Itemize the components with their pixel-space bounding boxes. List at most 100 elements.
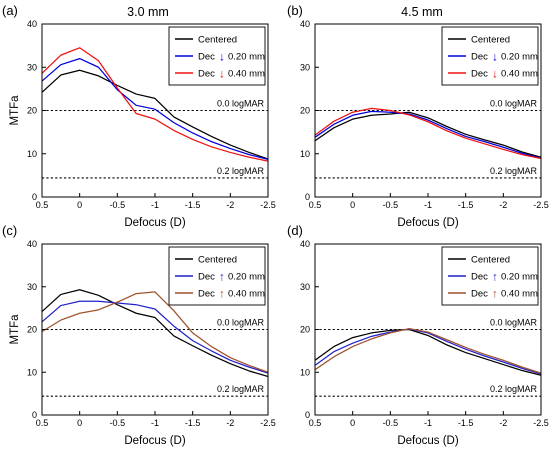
arrow-up-icon: ↑	[492, 270, 498, 284]
y-tick-label: 0	[305, 192, 310, 202]
x-tick-label: -1.5	[185, 200, 201, 210]
legend-entry-label: Dec	[471, 289, 488, 300]
x-tick-label: 0.5	[36, 418, 49, 428]
y-tick-label: 30	[27, 282, 37, 292]
x-tick-label: -1.5	[458, 418, 474, 428]
x-tick-label: -0.5	[383, 418, 399, 428]
y-tick-label: 0	[32, 192, 37, 202]
x-axis-title: Defocus (D)	[124, 217, 186, 229]
x-tick-label: -1	[151, 418, 159, 428]
x-tick-label: 0	[77, 200, 82, 210]
reference-line-label: 0.0 logMAR	[490, 318, 538, 328]
x-tick-label: 0.5	[36, 200, 49, 210]
legend-entry-value: 0.20 mm	[501, 52, 538, 63]
legend-entry-label: Dec	[198, 52, 215, 63]
panel-b: (b) 4.5 mm 0.0 logMAR 0.2 logMAR 0.5 0 -0.5 -1 -…	[287, 3, 549, 229]
x-tick-label: -2	[226, 200, 234, 210]
panel-title: 4.5 mm	[401, 5, 443, 19]
x-tick-label: -2.5	[260, 200, 276, 210]
series-line-dec-040	[314, 328, 542, 374]
reference-line-label: 0.0 logMAR	[490, 99, 538, 109]
y-axis-title: MTFa	[9, 314, 21, 345]
legend-entry-label: Dec	[471, 272, 488, 283]
x-tick-label: -0.5	[110, 418, 126, 428]
reference-line-label: 0.2 logMAR	[490, 166, 538, 176]
series-line-dec-020	[314, 110, 542, 159]
x-tick-label: -2	[499, 200, 507, 210]
reference-line-label: 0.0 logMAR	[217, 99, 265, 109]
series-line-centered	[41, 69, 269, 160]
x-tick-label: -2	[226, 418, 234, 428]
x-tick-label: -2.5	[260, 418, 276, 428]
x-tick-label: -0.5	[110, 200, 126, 210]
panel-label: (d)	[287, 223, 303, 238]
legend: Centered Dec ↑ 0.20 mm Dec ↑ 0.40 mm	[168, 246, 266, 306]
legend-entry-label: Centered	[198, 35, 237, 46]
x-tick-label: 0.5	[309, 200, 322, 210]
x-tick-label: -2	[499, 418, 507, 428]
legend-entry-value: 0.40 mm	[501, 289, 538, 300]
x-tick-label: 0	[350, 418, 355, 428]
legend-entry-value: 0.40 mm	[228, 69, 265, 80]
y-tick-label: 20	[27, 106, 37, 116]
x-tick-label: -1	[424, 418, 432, 428]
reference-line-label: 0.2 logMAR	[217, 384, 265, 394]
legend-entry-label: Dec	[198, 272, 215, 283]
series-line-dec-040	[41, 291, 269, 373]
x-tick-label: -1.5	[185, 418, 201, 428]
x-tick-label: -1	[151, 200, 159, 210]
y-tick-label: 30	[300, 62, 310, 72]
legend-entry-label: Centered	[198, 255, 237, 266]
series-line-dec-040	[314, 107, 542, 160]
x-axis-title: Defocus (D)	[397, 217, 459, 229]
reference-line-label: 0.0 logMAR	[217, 318, 265, 328]
series-line-dec-020	[314, 328, 542, 375]
y-tick-label: 0	[32, 410, 37, 420]
y-tick-label: 10	[27, 367, 37, 377]
legend-entry-value: 0.40 mm	[228, 289, 265, 300]
panel-label: (b)	[287, 3, 303, 18]
legend-entry-label: Dec	[198, 69, 215, 80]
y-tick-label: 20	[300, 106, 310, 116]
legend-entry-label: Dec	[198, 289, 215, 300]
arrow-down-icon: ↓	[492, 50, 498, 64]
x-tick-label: -2.5	[533, 418, 549, 428]
y-tick-label: 20	[27, 325, 37, 335]
series-line-centered	[314, 328, 542, 376]
legend-entry-label: Centered	[471, 255, 510, 266]
arrow-down-icon: ↓	[219, 50, 225, 64]
arrow-down-icon: ↓	[219, 67, 225, 81]
legend: Centered Dec ↓ 0.20 mm Dec ↓ 0.40 mm	[168, 26, 266, 86]
series-line-dec-020	[41, 57, 269, 160]
legend-entry-label: Dec	[471, 69, 488, 80]
legend-entry-value: 0.20 mm	[501, 272, 538, 283]
legend: Centered Dec ↓ 0.20 mm Dec ↓ 0.40 mm	[441, 26, 539, 86]
x-axis-title: Defocus (D)	[397, 435, 459, 447]
legend-entry-value: 0.20 mm	[228, 272, 265, 283]
y-tick-label: 10	[27, 149, 37, 159]
y-tick-label: 10	[300, 149, 310, 159]
arrow-up-icon: ↑	[219, 287, 225, 301]
y-tick-label: 40	[27, 239, 37, 249]
x-tick-label: -1	[424, 200, 432, 210]
series-line-dec-020	[41, 300, 269, 374]
y-axis-title: MTFa	[9, 95, 21, 126]
y-tick-label: 30	[27, 62, 37, 72]
x-tick-label: 0.5	[309, 418, 322, 428]
x-tick-label: -0.5	[383, 200, 399, 210]
y-tick-label: 40	[300, 239, 310, 249]
y-tick-label: 10	[300, 367, 310, 377]
panel-label: (c)	[2, 223, 17, 238]
legend-entry-value: 0.20 mm	[228, 52, 265, 63]
series-line-centered	[314, 111, 542, 158]
panel-label: (a)	[2, 3, 18, 18]
y-tick-label: 20	[300, 325, 310, 335]
y-tick-label: 40	[300, 19, 310, 29]
x-tick-label: -2.5	[533, 200, 549, 210]
series-line-dec-040	[41, 47, 269, 162]
legend-entry-label: Centered	[471, 35, 510, 46]
panel-title: 3.0 mm	[127, 5, 169, 19]
